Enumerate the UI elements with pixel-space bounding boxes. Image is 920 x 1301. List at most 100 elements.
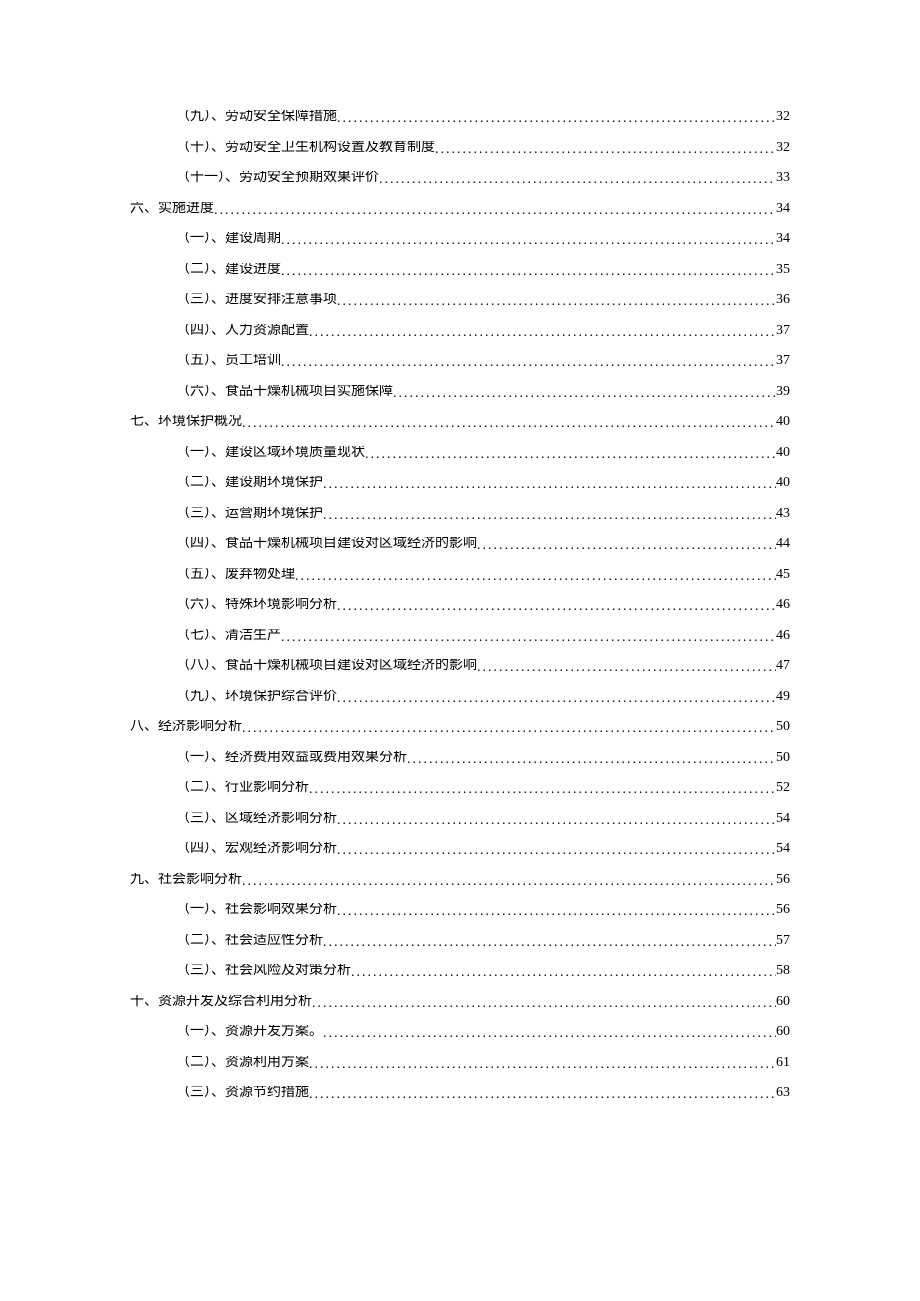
toc-page-number: 56	[776, 873, 790, 887]
toc-leader-dots	[337, 112, 776, 124]
toc-label: （一）、经济费用效益或费用效果分析	[176, 751, 407, 765]
toc-entry: 九、社会影响分析56	[130, 873, 790, 887]
toc-entry: （一）、资源开发方案。 60	[176, 1025, 790, 1039]
toc-label: （三）、进度安排注意事项	[176, 293, 337, 307]
toc-leader-dots	[337, 905, 776, 917]
toc-page-number: 54	[776, 842, 790, 856]
toc-page-number: 57	[776, 934, 790, 948]
toc-entry: （三）、区域经济影响分析 54	[176, 812, 790, 826]
toc-leader-dots	[309, 1088, 776, 1100]
toc-page-number: 36	[776, 293, 790, 307]
toc-entry: （三）、资源节约措施 63	[176, 1086, 790, 1100]
toc-leader-dots	[323, 478, 776, 490]
toc-page-number: 56	[776, 903, 790, 917]
toc-leader-dots	[281, 356, 776, 368]
toc-label: （二）、行业影响分析	[176, 781, 309, 795]
toc-entry: 六、实施进度34	[130, 202, 790, 216]
toc-label: 七、环境保护概况	[130, 415, 242, 429]
toc-leader-dots	[242, 417, 776, 429]
toc-leader-dots	[351, 966, 776, 978]
toc-label: 八、经济影响分析	[130, 720, 242, 734]
toc-label: （三）、运营期环境保护	[176, 507, 323, 521]
toc-label: 十、资源开发及综合利用分析	[130, 995, 312, 1009]
toc-leader-dots	[323, 1027, 776, 1039]
toc-label: （二）、建设进度	[176, 263, 281, 277]
toc-entry: （二）、建设期环境保护 40	[176, 476, 790, 490]
toc-page-number: 40	[776, 415, 790, 429]
toc-leader-dots	[337, 692, 776, 704]
toc-page-number: 47	[776, 659, 790, 673]
toc-page-number: 32	[776, 110, 790, 124]
toc-entry: （十）、劳动安全卫生机构设置及教育制度32	[176, 141, 790, 155]
toc-leader-dots	[312, 997, 776, 1009]
toc-leader-dots	[407, 753, 776, 765]
toc-leader-dots	[242, 722, 776, 734]
toc-page-number: 63	[776, 1086, 790, 1100]
toc-label: （一）、建设区域环境质量现状	[176, 446, 365, 460]
toc-label: （九）、劳动安全保障措施	[176, 110, 337, 124]
toc-label: （六）、特殊环境影响分析	[176, 598, 337, 612]
toc-page-number: 50	[776, 751, 790, 765]
toc-page-number: 37	[776, 324, 790, 338]
toc-label: （四）、食品干燥机械项目建设对区域经济的影响	[176, 537, 477, 551]
toc-page-number: 34	[776, 232, 790, 246]
toc-entry: （八）、食品干燥机械项目建设对区域经济的影响 47	[176, 659, 790, 673]
toc-entry: （六）、食品干燥机械项目实施保障39	[176, 385, 790, 399]
toc-entry: （一）、建设周期 34	[176, 232, 790, 246]
toc-page-number: 46	[776, 629, 790, 643]
toc-entry: （二）、建设进度 35	[176, 263, 790, 277]
toc-leader-dots	[323, 509, 776, 521]
toc-page-number: 43	[776, 507, 790, 521]
table-of-contents: （九）、劳动安全保障措施32（十）、劳动安全卫生机构设置及教育制度32（十一）、…	[130, 110, 790, 1100]
toc-leader-dots	[477, 539, 776, 551]
toc-entry: （七）、清洁生产46	[176, 629, 790, 643]
toc-page-number: 60	[776, 1025, 790, 1039]
toc-page-number: 35	[776, 263, 790, 277]
toc-page-number: 40	[776, 446, 790, 460]
toc-leader-dots	[242, 875, 776, 887]
toc-page-number: 54	[776, 812, 790, 826]
toc-leader-dots	[337, 844, 776, 856]
toc-leader-dots	[323, 936, 776, 948]
toc-entry: （三）、进度安排注意事项 36	[176, 293, 790, 307]
toc-entry: （二）、行业影响分析52	[176, 781, 790, 795]
toc-label: （八）、食品干燥机械项目建设对区域经济的影响	[176, 659, 477, 673]
toc-leader-dots	[393, 387, 776, 399]
toc-label: （二）、社会适应性分析	[176, 934, 323, 948]
toc-page-number: 60	[776, 995, 790, 1009]
toc-label: （四）、宏观经济影响分析	[176, 842, 337, 856]
toc-label: （九）、环境保护综合评价	[176, 690, 337, 704]
toc-label: （三）、资源节约措施	[176, 1086, 309, 1100]
toc-entry: （九）、环境保护综合评价 49	[176, 690, 790, 704]
toc-label: （一）、资源开发方案。	[176, 1025, 323, 1039]
toc-entry: （五）、员工培训37	[176, 354, 790, 368]
toc-label: （二）、建设期环境保护	[176, 476, 323, 490]
toc-entry: （二）、社会适应性分析 57	[176, 934, 790, 948]
toc-entry: 十、资源开发及综合利用分析 60	[130, 995, 790, 1009]
toc-label: （一）、建设周期	[176, 232, 281, 246]
toc-page-number: 34	[776, 202, 790, 216]
toc-page-number: 33	[776, 171, 790, 185]
toc-leader-dots	[295, 570, 776, 582]
toc-entry: （三）、运营期环境保护 43	[176, 507, 790, 521]
toc-label: （一）、社会影响效果分析	[176, 903, 337, 917]
toc-leader-dots	[379, 173, 776, 185]
toc-page-number: 40	[776, 476, 790, 490]
toc-entry: （一）、建设区域环境质量现状 40	[176, 446, 790, 460]
toc-leader-dots	[477, 661, 776, 673]
toc-leader-dots	[435, 143, 776, 155]
toc-page-number: 44	[776, 537, 790, 551]
toc-entry: （二）、资源利用方案61	[176, 1056, 790, 1070]
toc-entry: （四）、食品干燥机械项目建设对区域经济的影响 44	[176, 537, 790, 551]
toc-page-number: 45	[776, 568, 790, 582]
toc-label: （三）、区域经济影响分析	[176, 812, 337, 826]
toc-page-number: 49	[776, 690, 790, 704]
toc-leader-dots	[309, 326, 776, 338]
toc-entry: （一）、经济费用效益或费用效果分析 50	[176, 751, 790, 765]
toc-page-number: 32	[776, 141, 790, 155]
toc-label: （五）、员工培训	[176, 354, 281, 368]
toc-page-number: 46	[776, 598, 790, 612]
toc-leader-dots	[281, 631, 776, 643]
toc-entry: （一）、社会影响效果分析 56	[176, 903, 790, 917]
toc-entry: （四）、宏观经济影响分析 54	[176, 842, 790, 856]
